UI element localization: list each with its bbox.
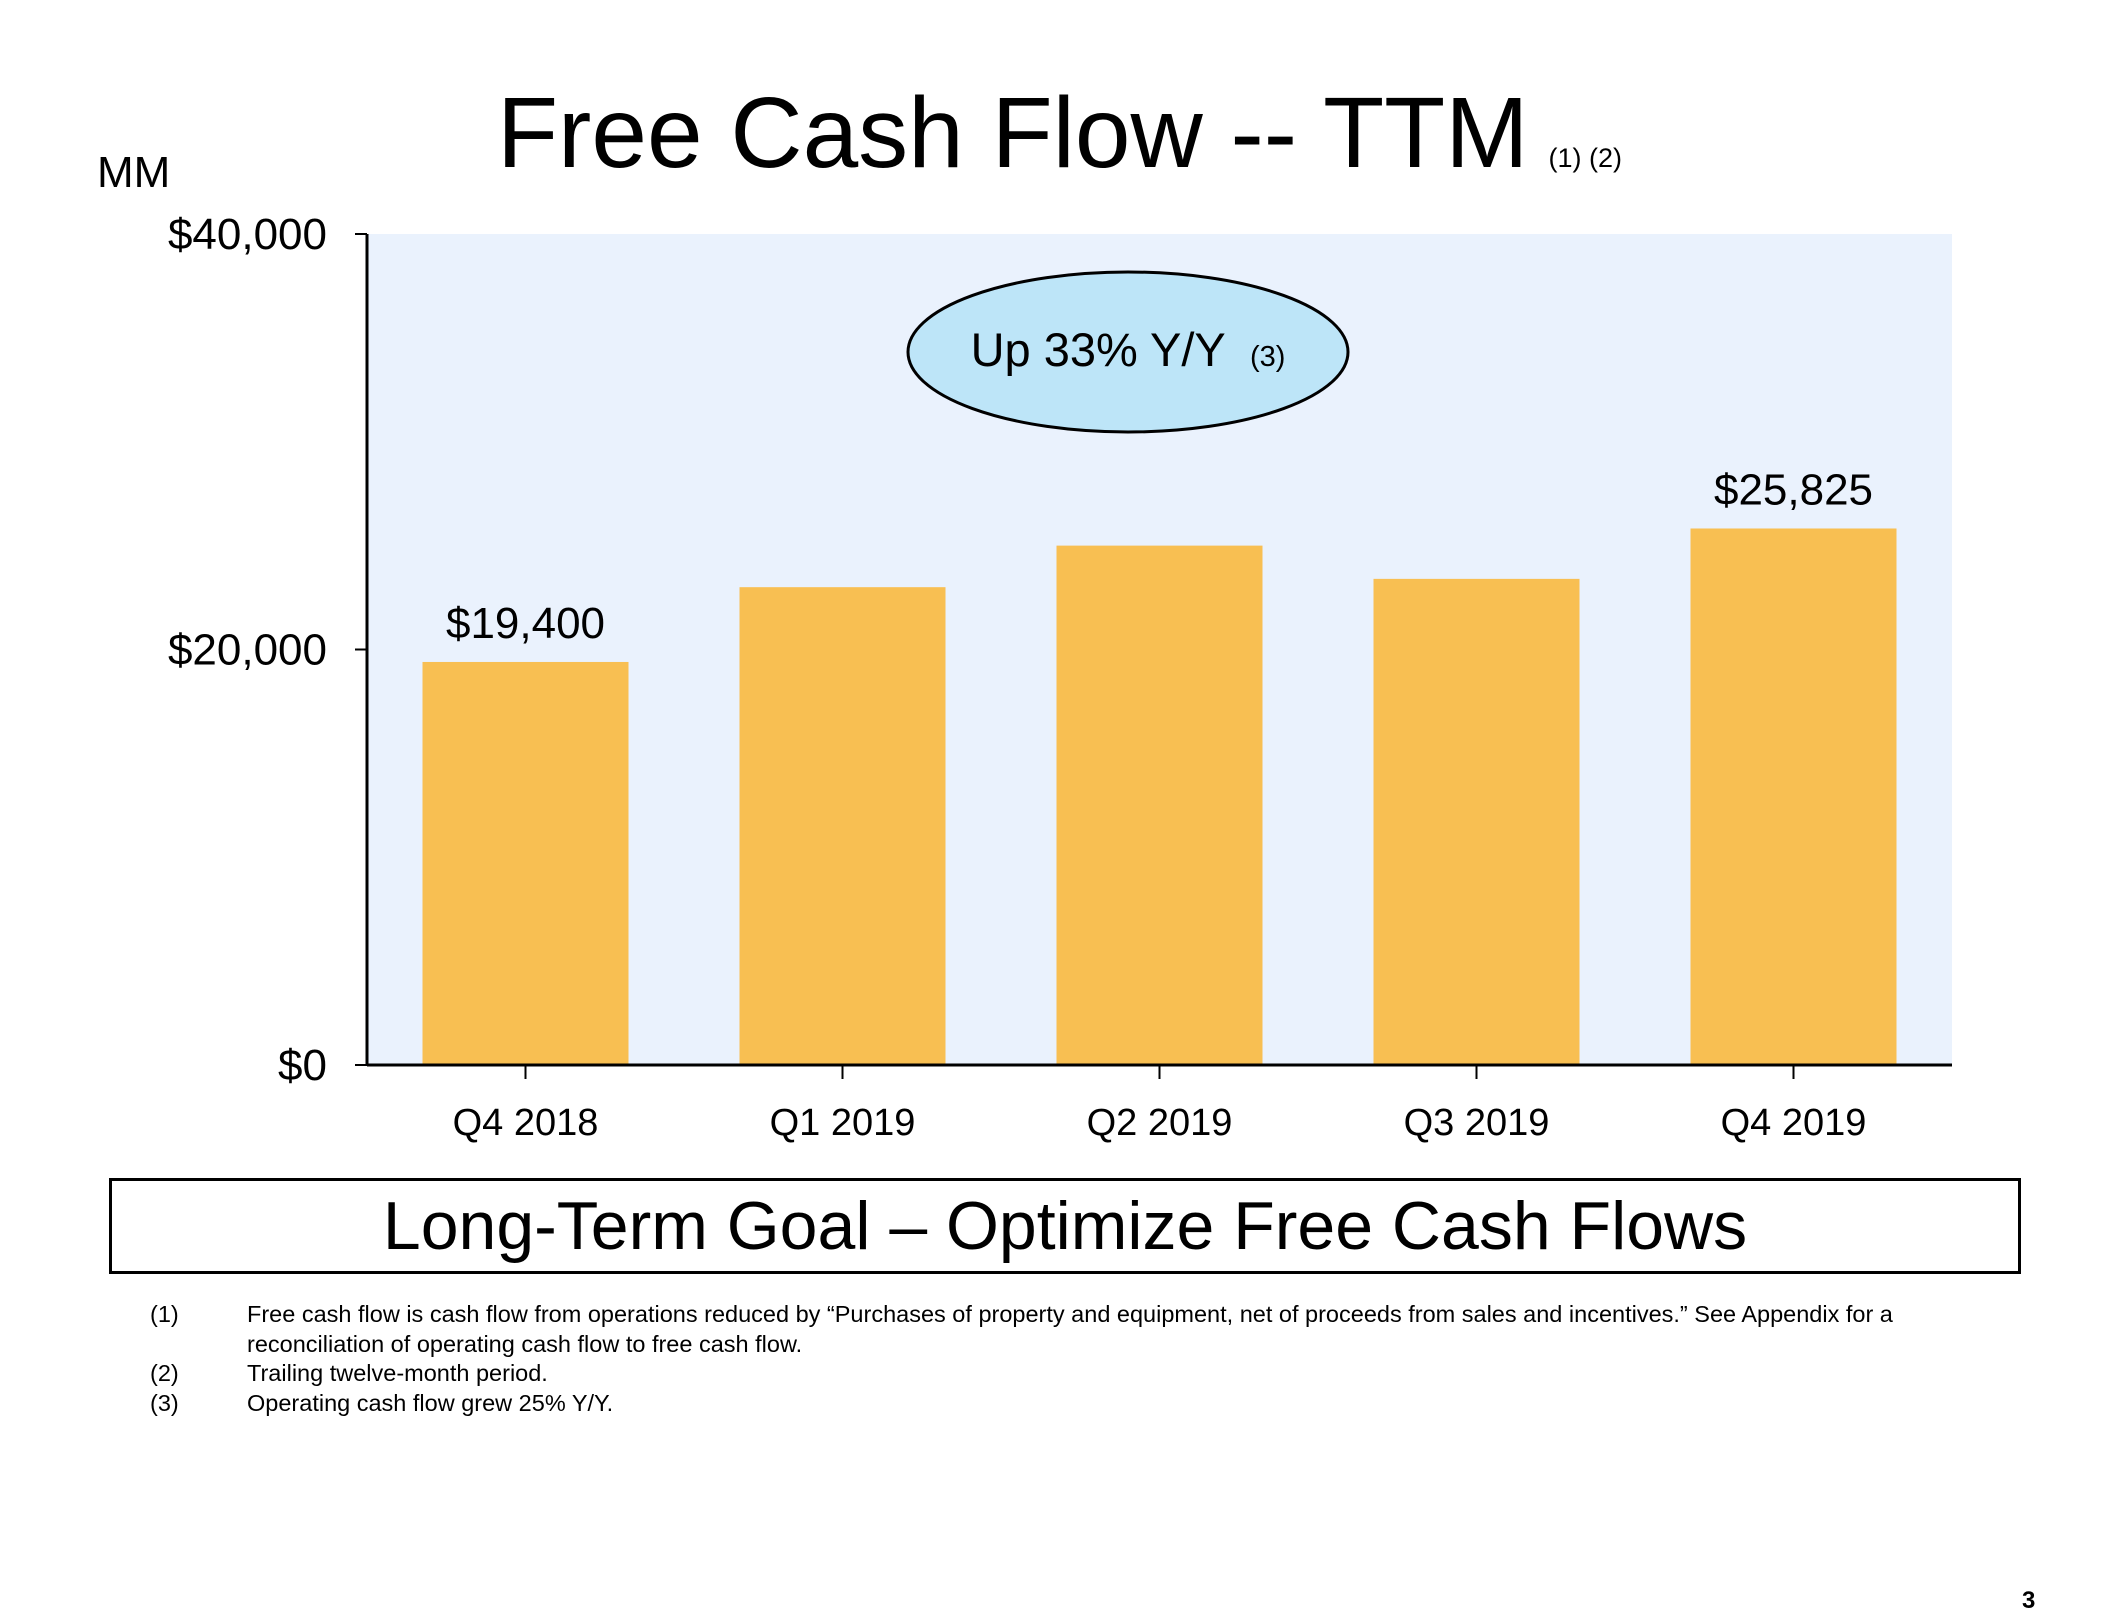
footnote-1: (1) Free cash flow is cash flow from ope… — [150, 1300, 2010, 1359]
page-title: Free Cash Flow -- TTM — [496, 77, 1529, 189]
y-tick-label: $20,000 — [168, 626, 327, 675]
footnote-number: (3) — [150, 1389, 179, 1416]
x-tick-label: Q3 2019 — [1404, 1102, 1550, 1144]
x-tick-label: Q2 2019 — [1087, 1102, 1233, 1144]
bar-value-label: $19,400 — [446, 599, 605, 648]
footnote-text: Operating cash flow grew 25% Y/Y. — [247, 1389, 614, 1416]
page-number: 3 — [2022, 1587, 2036, 1614]
callout-ellipse — [906, 270, 1350, 434]
bar-q2-2019 — [1056, 545, 1263, 1065]
bar-q4-2019 — [1690, 528, 1897, 1065]
bar-q1-2019 — [739, 587, 946, 1065]
x-tick-label: Q4 2019 — [1721, 1102, 1867, 1144]
callout-text: Up 33% Y/Y (3) — [971, 323, 1286, 376]
bar-value-label: $25,825 — [1714, 465, 1873, 514]
title-area: Free Cash Flow -- TTM (1) (2) — [0, 78, 2119, 188]
goal-text: Long-Term Goal – Optimize Free Cash Flow… — [382, 1188, 1748, 1264]
title-footnote-ref: (1) (2) — [1548, 143, 1623, 173]
x-tick-label: Q1 2019 — [770, 1102, 916, 1144]
footnote-text: Free cash flow is cash flow from operati… — [247, 1301, 1893, 1357]
footnote-text: Trailing twelve-month period. — [247, 1360, 548, 1386]
footnote-number: (2) — [150, 1360, 179, 1386]
footnotes: (1) Free cash flow is cash flow from ope… — [150, 1300, 2010, 1418]
footnote-number: (1) — [150, 1301, 179, 1327]
callout-main: Up 33% Y/Y — [971, 323, 1226, 376]
bar-q3-2019 — [1373, 578, 1580, 1065]
unit-label: MM — [97, 148, 170, 197]
y-tick-label: $0 — [278, 1041, 327, 1090]
bar-q4-2018 — [422, 661, 629, 1065]
x-tick-label: Q4 2018 — [453, 1102, 599, 1144]
growth-callout: Up 33% Y/Y (3) — [906, 270, 1350, 434]
footnote-3: (3) Operating cash flow grew 25% Y/Y. — [150, 1389, 2010, 1419]
footnote-2: (2) Trailing twelve-month period. — [150, 1359, 2010, 1389]
y-tick-label: $40,000 — [168, 210, 327, 259]
callout-note: (3) — [1250, 341, 1285, 373]
long-term-goal-box: Long-Term Goal – Optimize Free Cash Flow… — [109, 1178, 2021, 1274]
